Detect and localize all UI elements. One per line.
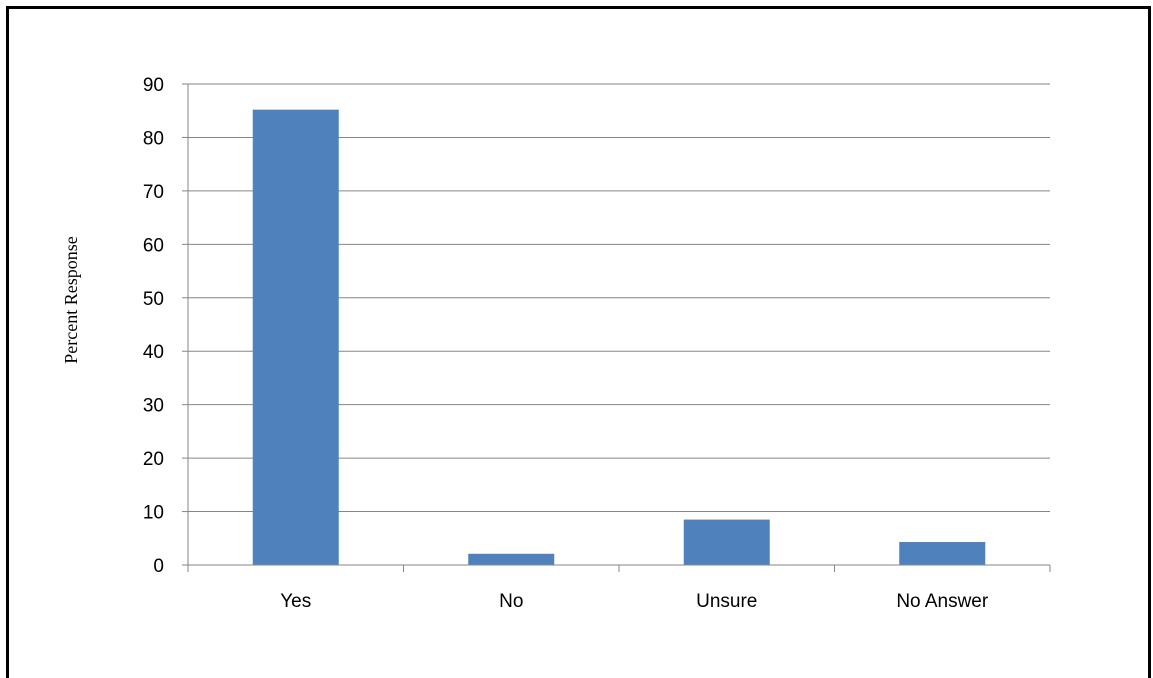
- chart-frame: [6, 6, 1151, 678]
- bars: [252, 109, 986, 566]
- y-tick-label: 50: [143, 289, 164, 310]
- x-tick-label: Unsure: [696, 591, 757, 612]
- y-tick-label: 90: [143, 75, 164, 96]
- x-tick-label: No Answer: [896, 591, 989, 612]
- y-tick-label: 10: [143, 503, 164, 524]
- y-tick-label: 0: [153, 556, 164, 577]
- x-tick-label: Yes: [280, 591, 311, 612]
- y-tick-labels: 0 10 20 30 40 50 60 70 80 90: [143, 75, 164, 577]
- y-tick-label: 20: [143, 449, 164, 470]
- y-tick-label: 70: [143, 182, 164, 203]
- y-tick-label: 30: [143, 396, 164, 417]
- axes: [187, 84, 1051, 572]
- x-tick-labels: Yes No Unsure No Answer: [280, 591, 989, 612]
- bar-yes: [252, 109, 339, 566]
- y-tick-label: 60: [143, 235, 164, 256]
- bar-no-answer: [899, 542, 986, 565]
- y-axis-label: Percent Response: [61, 236, 81, 363]
- x-tick-label: No: [499, 591, 523, 612]
- bar-unsure: [683, 519, 770, 565]
- bar-no: [468, 553, 555, 565]
- y-tick-label: 80: [143, 128, 164, 149]
- y-tick-label: 40: [143, 342, 164, 363]
